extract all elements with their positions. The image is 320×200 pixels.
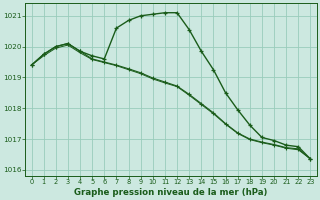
X-axis label: Graphe pression niveau de la mer (hPa): Graphe pression niveau de la mer (hPa) (74, 188, 268, 197)
